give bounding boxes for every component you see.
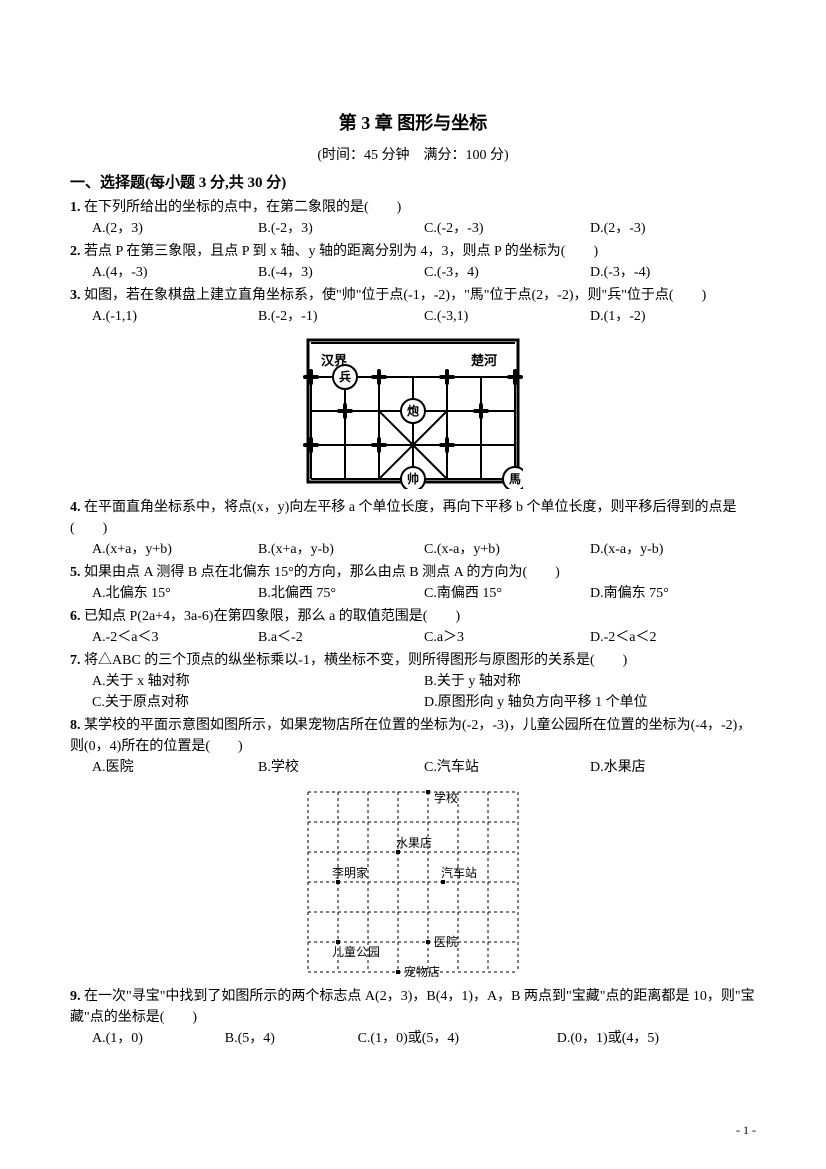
svg-text:馬: 馬	[509, 472, 521, 486]
q6-opt-d: D.-2＜a＜2	[590, 627, 756, 648]
q9-opt-b: B.(5，4)	[225, 1028, 358, 1049]
q7-opt-d: D.原图形向 y 轴负方向平移 1 个单位	[424, 692, 756, 713]
svg-text:学校: 学校	[434, 790, 458, 805]
map-figure: 学校水果店李明家 汽车站儿童公园 医院宠物店	[70, 786, 756, 978]
q6-opt-c: C.a＞3	[424, 627, 590, 648]
q3-opt-b: B.(-2，-1)	[258, 306, 424, 327]
q4-opt-a: A.(x+a，y+b)	[92, 539, 258, 560]
question-8: 8. 某学校的平面示意图如图所示，如果宠物店所在位置的坐标为(-2，-3)，儿童…	[70, 715, 756, 757]
q4-num: 4.	[70, 500, 81, 515]
q7-text: 将△ABC 的三个顶点的纵坐标乘以-1，横坐标不变，则所得图形与原图形的关系是(…	[84, 653, 627, 668]
exam-meta: (时间：45 分钟 满分：100 分)	[70, 145, 756, 166]
q8-opt-c: C.汽车站	[424, 757, 590, 778]
svg-text:帅: 帅	[407, 471, 419, 486]
q5-opt-c: C.南偏西 15°	[424, 583, 590, 604]
q9-opt-d: D.(0，1)或(4，5)	[557, 1028, 756, 1049]
q2-opt-b: B.(-4，3)	[258, 262, 424, 283]
svg-text:炮: 炮	[407, 403, 419, 418]
q5-num: 5.	[70, 565, 81, 580]
q9-num: 9.	[70, 989, 81, 1004]
q4-opt-c: C.(x-a，y+b)	[424, 539, 590, 560]
q2-opt-a: A.(4，-3)	[92, 262, 258, 283]
question-4: 4. 在平面直角坐标系中，将点(x，y)向左平移 a 个单位长度，再向下平移 b…	[70, 497, 756, 539]
q6-text: 已知点 P(2a+4，3a-6)在第四象限，那么 a 的取值范围是( )	[84, 609, 460, 624]
q1-opt-b: B.(-2，3)	[258, 218, 424, 239]
q1-options: A.(2，3) B.(-2，3) C.(-2，-3) D.(2，-3)	[92, 218, 756, 239]
svg-text:水果店: 水果店	[396, 836, 432, 850]
q6-opt-a: A.-2＜a＜3	[92, 627, 258, 648]
chess-figure: 汉界楚河兵炮帅馬	[70, 335, 756, 489]
svg-text:楚河: 楚河	[471, 353, 497, 368]
q5-text: 如果由点 A 测得 B 点在北偏东 15°的方向，那么由点 B 测点 A 的方向…	[84, 565, 560, 580]
q4-text: 在平面直角坐标系中，将点(x，y)向左平移 a 个单位长度，再向下平移 b 个单…	[70, 500, 737, 536]
q7-num: 7.	[70, 653, 81, 668]
question-2: 2. 若点 P 在第三象限，且点 P 到 x 轴、y 轴的距离分别为 4，3，则…	[70, 241, 756, 262]
q3-num: 3.	[70, 288, 81, 303]
svg-text:汽车站: 汽车站	[441, 865, 477, 880]
q3-text: 如图，若在象棋盘上建立直角坐标系，使"帅"位于点(-1，-2)，"馬"位于点(2…	[84, 288, 706, 303]
q1-num: 1.	[70, 200, 81, 215]
q2-num: 2.	[70, 244, 81, 259]
q9-text: 在一次"寻宝"中找到了如图所示的两个标志点 A(2，3)，B(4，1)，A，B …	[70, 989, 755, 1025]
school-map-svg: 学校水果店李明家 汽车站儿童公园 医院宠物店	[298, 786, 528, 978]
q7-opt-c: C.关于原点对称	[92, 692, 424, 713]
q8-text: 某学校的平面示意图如图所示，如果宠物店所在位置的坐标为(-2，-3)，儿童公园所…	[70, 718, 751, 754]
q7-opt-b: B.关于 y 轴对称	[424, 671, 756, 692]
svg-text:宠物店: 宠物店	[404, 964, 440, 978]
q2-opt-c: C.(-3，4)	[424, 262, 590, 283]
q6-opt-b: B.a＜-2	[258, 627, 424, 648]
svg-text:儿童公园: 儿童公园	[332, 944, 380, 959]
q5-options: A.北偏东 15° B.北偏西 75° C.南偏西 15° D.南偏东 75°	[92, 583, 756, 604]
q3-opt-d: D.(1，-2)	[590, 306, 756, 327]
q4-opt-b: B.(x+a，y-b)	[258, 539, 424, 560]
q7-options: A.关于 x 轴对称 B.关于 y 轴对称 C.关于原点对称 D.原图形向 y …	[92, 671, 756, 713]
q3-opt-a: A.(-1,1)	[92, 306, 258, 327]
q4-options: A.(x+a，y+b) B.(x+a，y-b) C.(x-a，y+b) D.(x…	[92, 539, 756, 560]
q8-options: A.医院 B.学校 C.汽车站 D.水果店	[92, 757, 756, 778]
q1-opt-a: A.(2，3)	[92, 218, 258, 239]
q9-options: A.(1，0) B.(5，4) C.(1，0)或(5，4) D.(0，1)或(4…	[92, 1028, 756, 1049]
q5-opt-a: A.北偏东 15°	[92, 583, 258, 604]
question-1: 1. 在下列所给出的坐标的点中，在第二象限的是( )	[70, 197, 756, 218]
q2-options: A.(4，-3) B.(-4，3) C.(-3，4) D.(-3，-4)	[92, 262, 756, 283]
svg-text:医院: 医院	[434, 935, 458, 949]
q8-opt-d: D.水果店	[590, 757, 756, 778]
section-1-heading: 一、选择题(每小题 3 分,共 30 分)	[70, 172, 756, 195]
question-7: 7. 将△ABC 的三个顶点的纵坐标乘以-1，横坐标不变，则所得图形与原图形的关…	[70, 650, 756, 671]
page-number: - 1 -	[736, 1121, 756, 1139]
q2-text: 若点 P 在第三象限，且点 P 到 x 轴、y 轴的距离分别为 4，3，则点 P…	[84, 244, 598, 259]
chess-board-svg: 汉界楚河兵炮帅馬	[303, 335, 523, 489]
question-9: 9. 在一次"寻宝"中找到了如图所示的两个标志点 A(2，3)，B(4，1)，A…	[70, 986, 756, 1028]
q7-opt-a: A.关于 x 轴对称	[92, 671, 424, 692]
q3-opt-c: C.(-3,1)	[424, 306, 590, 327]
q9-opt-a: A.(1，0)	[92, 1028, 225, 1049]
question-5: 5. 如果由点 A 测得 B 点在北偏东 15°的方向，那么由点 B 测点 A …	[70, 562, 756, 583]
q1-text: 在下列所给出的坐标的点中，在第二象限的是( )	[84, 200, 401, 215]
question-6: 6. 已知点 P(2a+4，3a-6)在第四象限，那么 a 的取值范围是( )	[70, 606, 756, 627]
q8-opt-b: B.学校	[258, 757, 424, 778]
q3-options: A.(-1,1) B.(-2，-1) C.(-3,1) D.(1，-2)	[92, 306, 756, 327]
q1-opt-d: D.(2，-3)	[590, 218, 756, 239]
q5-opt-d: D.南偏东 75°	[590, 583, 756, 604]
q9-opt-c: C.(1，0)或(5，4)	[358, 1028, 557, 1049]
chapter-title: 第 3 章 图形与坐标	[70, 110, 756, 137]
q2-opt-d: D.(-3，-4)	[590, 262, 756, 283]
q1-opt-c: C.(-2，-3)	[424, 218, 590, 239]
q8-opt-a: A.医院	[92, 757, 258, 778]
svg-text:李明家: 李明家	[332, 865, 368, 880]
q4-opt-d: D.(x-a，y-b)	[590, 539, 756, 560]
q6-num: 6.	[70, 609, 81, 624]
svg-text:兵: 兵	[339, 369, 351, 384]
q5-opt-b: B.北偏西 75°	[258, 583, 424, 604]
q6-options: A.-2＜a＜3 B.a＜-2 C.a＞3 D.-2＜a＜2	[92, 627, 756, 648]
q8-num: 8.	[70, 718, 81, 733]
question-3: 3. 如图，若在象棋盘上建立直角坐标系，使"帅"位于点(-1，-2)，"馬"位于…	[70, 285, 756, 306]
